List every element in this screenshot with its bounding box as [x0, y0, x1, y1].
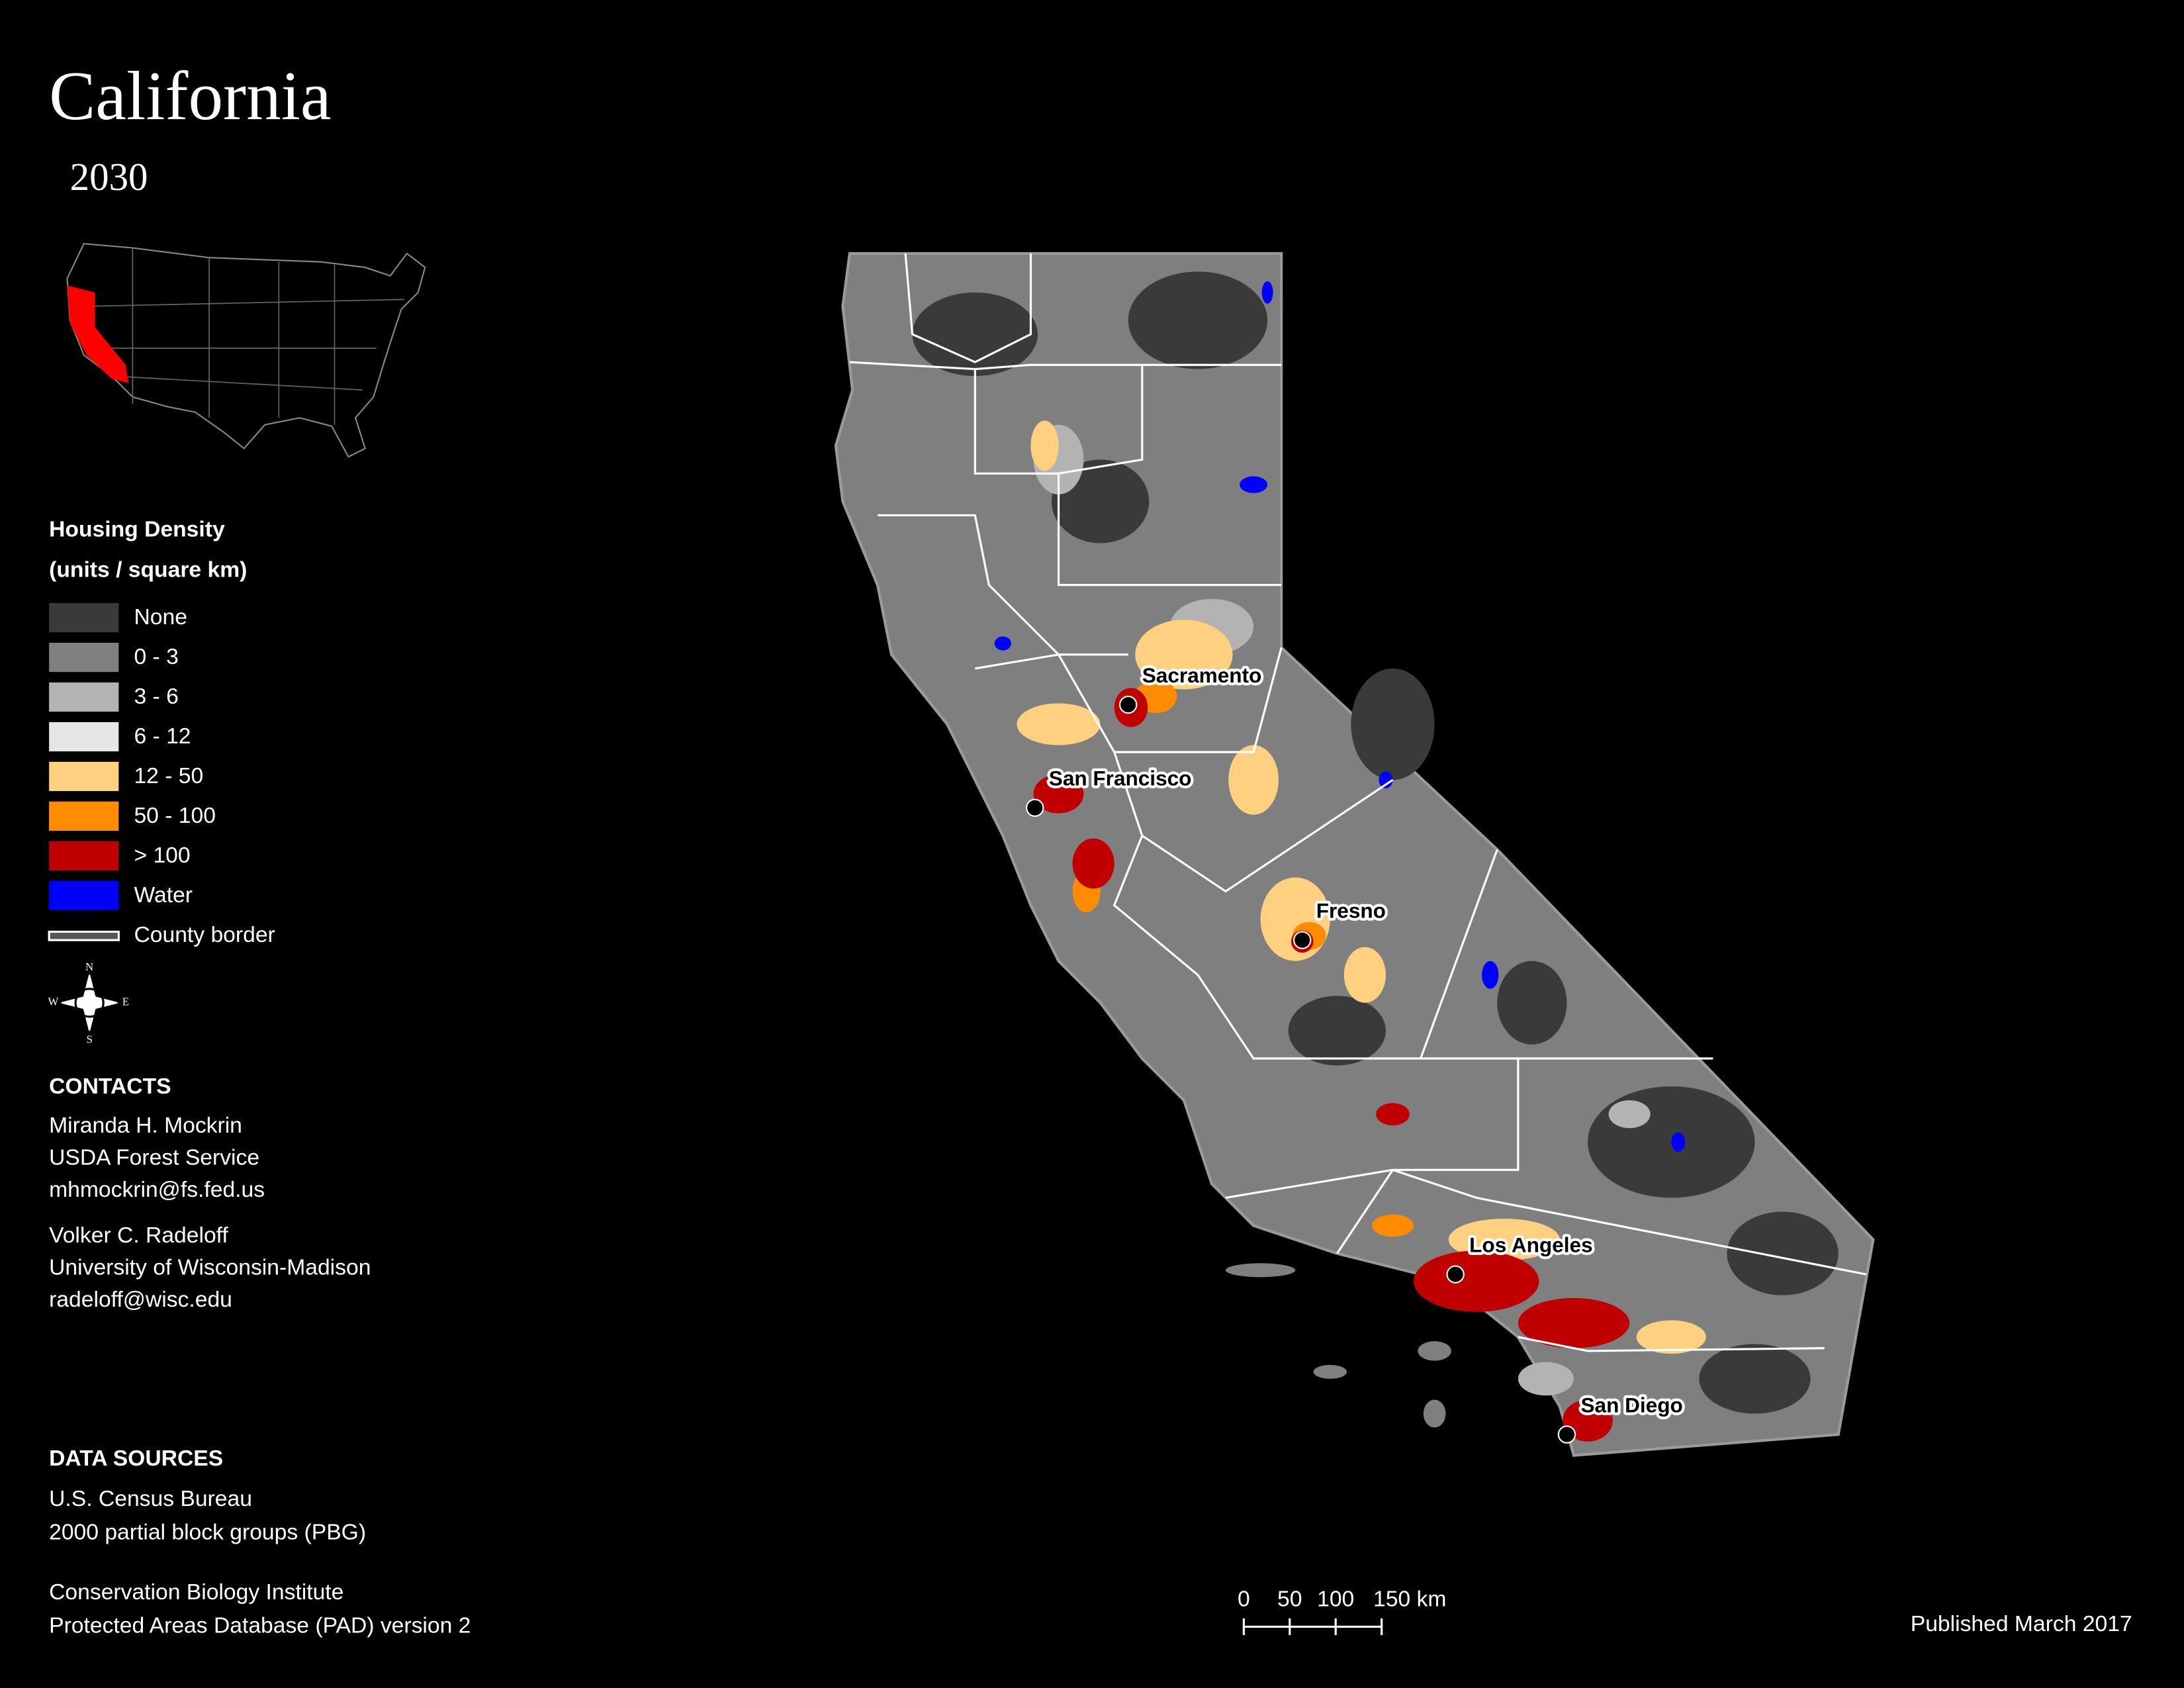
city-dot: [1446, 1265, 1465, 1284]
legend-border-swatch: [48, 930, 120, 941]
legend-swatch: [49, 801, 119, 831]
scale-label: 0: [1238, 1587, 1250, 1611]
contact-line: mhmockrin@fs.fed.us: [49, 1178, 265, 1202]
county-borders: [849, 253, 1867, 1352]
very-high-density: [1033, 688, 1630, 1442]
contacts-title: CONTACTS: [49, 1074, 171, 1099]
legend-swatch: [49, 642, 119, 673]
city-label: Los Angeles: [1469, 1233, 1592, 1256]
compass: N S W E: [48, 961, 129, 1045]
subtitle: 2030: [70, 156, 148, 199]
source-line: 2000 partial block groups (PBG): [49, 1520, 366, 1544]
legend-label: > 100: [134, 843, 190, 868]
contact-line: Volker C. Radeloff: [49, 1223, 228, 1248]
compass-letter: E: [122, 996, 129, 1008]
legend-label: Water: [134, 883, 193, 908]
legend-label: County border: [134, 923, 275, 947]
contact-line: Miranda H. Mockrin: [49, 1113, 242, 1138]
compass-ring: [74, 988, 105, 1018]
legend-label: 3 - 6: [134, 684, 178, 709]
legend-swatch: [49, 603, 119, 633]
water: [994, 281, 1686, 1152]
california-map: [834, 252, 1875, 1457]
us-state-lines: [83, 248, 404, 425]
city-label: Sacramento: [1142, 663, 1262, 687]
city-dot: [1026, 798, 1044, 817]
legend-swatch: [49, 841, 119, 870]
city-label: San Diego: [1580, 1393, 1682, 1417]
legend-label: 0 - 3: [134, 645, 178, 669]
contact-line: USDA Forest Service: [49, 1145, 259, 1170]
contact-line: University of Wisconsin-Madison: [49, 1256, 371, 1280]
legend-swatch: [49, 761, 119, 792]
legend-label: 50 - 100: [134, 804, 216, 828]
compass-letter: N: [85, 961, 93, 973]
contact-line: radeloff@wisc.edu: [49, 1288, 232, 1312]
compass-letter: S: [86, 1033, 92, 1046]
us-inset: [66, 243, 426, 458]
legend-swatch: [49, 880, 119, 910]
city-label: San Francisco: [1049, 767, 1192, 790]
legend-swatch: [49, 682, 119, 712]
legend-units: (units / square km): [49, 558, 247, 583]
city-dot: [1119, 695, 1138, 714]
legend-label: 12 - 50: [134, 764, 203, 788]
legend-swatch: [49, 722, 119, 752]
scale-label: 150 km: [1373, 1587, 1446, 1611]
us-outline: [66, 243, 426, 458]
scale-label: 50: [1277, 1587, 1302, 1611]
published: Published March 2017: [1911, 1612, 2132, 1636]
data-sources-title: DATA SOURCES: [49, 1446, 223, 1471]
source-line: Conservation Biology Institute: [49, 1580, 343, 1605]
compass-letter: W: [48, 996, 59, 1008]
city-label: Fresno: [1316, 898, 1386, 922]
title: California: [49, 57, 331, 134]
cities: Sacramento San Francisco Fresno Los Angeles…: [1026, 661, 1686, 1444]
legend-title: Housing Density: [49, 517, 225, 541]
medium-density: [1017, 420, 1706, 1354]
source-line: Protected Areas Database (PAD) version 2: [49, 1613, 471, 1638]
legend-label: None: [134, 605, 187, 630]
city-dot: [1293, 931, 1312, 949]
islands: [1225, 1263, 1451, 1428]
legend-label: 6 - 12: [134, 724, 191, 749]
california-highlight: [67, 285, 129, 383]
city-dot: [1557, 1425, 1576, 1444]
scale-label: 100: [1317, 1587, 1354, 1611]
source-line: U.S. Census Bureau: [49, 1487, 252, 1511]
